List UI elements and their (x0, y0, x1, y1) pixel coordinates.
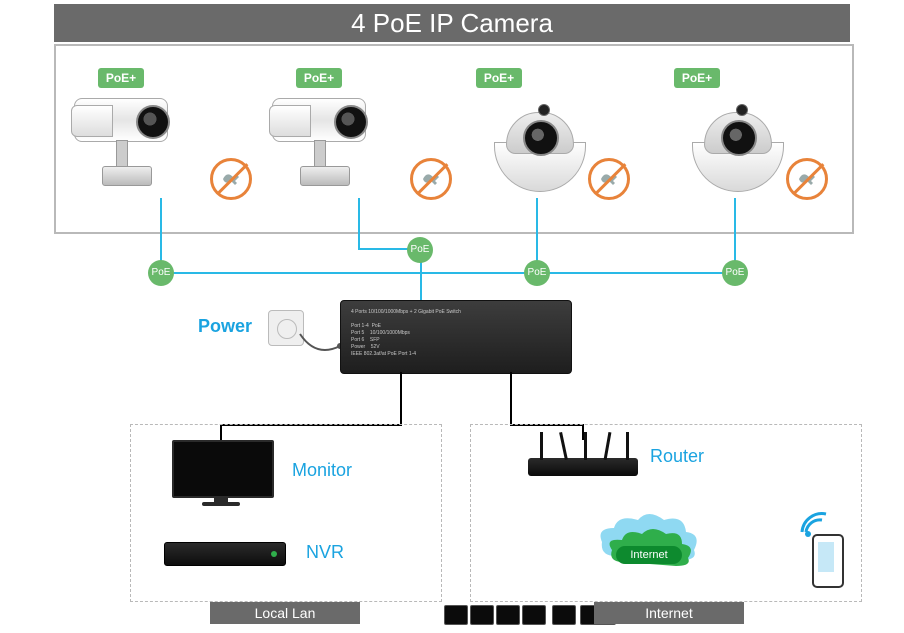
bullet-camera-2 (272, 88, 392, 198)
no-power-plug-icon (410, 158, 452, 200)
poe-plus-badge: PoE+ (296, 68, 342, 88)
poe-plus-badge: PoE+ (674, 68, 720, 88)
nvr-label: NVR (306, 542, 344, 563)
no-power-plug-icon (786, 158, 828, 200)
downlink-line (510, 372, 512, 424)
dome-camera-2 (682, 98, 792, 198)
router-icon (528, 440, 638, 476)
switch-spec-text: 4 Ports 10/100/1000Mbps + 2 Gigabit PoE … (351, 309, 461, 358)
title-bar: 4 PoE IP Camera (54, 4, 850, 42)
dome-camera-1 (484, 98, 594, 198)
rj45-port (470, 605, 494, 625)
nvr-icon (164, 542, 286, 566)
internet-cloud-icon: Internet (594, 510, 704, 572)
ethernet-bus (160, 272, 736, 274)
downlink-line (400, 372, 402, 424)
local-lan-bar: Local Lan (210, 602, 360, 624)
rj45-port (552, 605, 576, 625)
poe-dot: PoE (524, 260, 550, 286)
bullet-camera-1 (74, 88, 194, 198)
poe-plus-badge: PoE+ (476, 68, 522, 88)
no-power-plug-icon (588, 158, 630, 200)
wifi-icon (796, 506, 826, 536)
monitor-label: Monitor (292, 460, 352, 481)
no-power-plug-icon (210, 158, 252, 200)
ethernet-wire (358, 198, 360, 250)
poe-dot: PoE (722, 260, 748, 286)
rj45-port (444, 605, 468, 625)
rj45-port (522, 605, 546, 625)
poe-dot: PoE (407, 237, 433, 263)
poe-plus-badge: PoE+ (98, 68, 144, 88)
power-label: Power (198, 316, 252, 337)
smartphone-icon (812, 534, 844, 588)
monitor-icon (172, 440, 270, 506)
rj45-port (496, 605, 520, 625)
poe-dot: PoE (148, 260, 174, 286)
internet-pill: Internet (616, 546, 682, 564)
router-label: Router (650, 446, 704, 467)
poe-switch: 4 Ports 10/100/1000Mbps + 2 Gigabit PoE … (340, 300, 572, 374)
internet-bar: Internet (594, 602, 744, 624)
power-cord (298, 332, 342, 362)
